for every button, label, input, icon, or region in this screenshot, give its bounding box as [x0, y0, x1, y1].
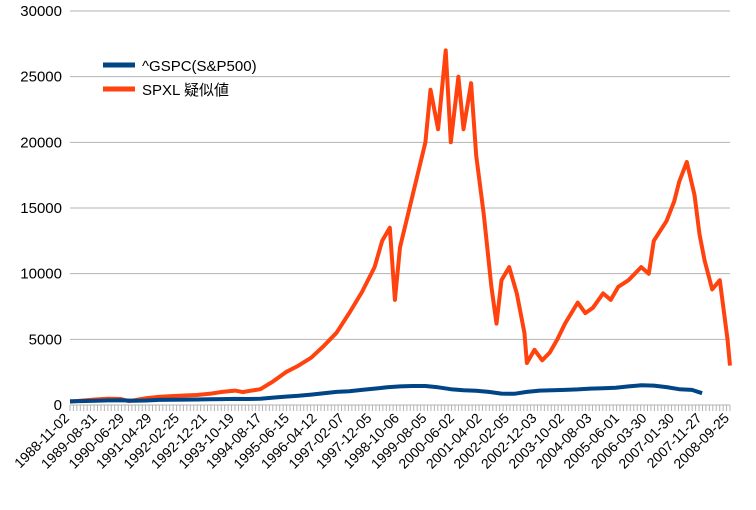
legend-label-gspc: ^GSPC(S&P500) — [142, 58, 257, 75]
series-lines — [69, 48, 732, 404]
y-tick-label: 25000 — [20, 69, 62, 86]
series-line-spxl — [69, 48, 732, 404]
y-tick-label: 5000 — [29, 331, 62, 348]
x-axis-tick-labels: 1988-11-021989-08-311990-06-291991-04-29… — [11, 410, 732, 472]
y-gridlines — [70, 10, 730, 406]
legend: ^GSPC(S&P500) SPXL 疑似値 — [103, 58, 257, 99]
y-tick-label: 0 — [54, 397, 62, 414]
y-tick-label: 10000 — [20, 266, 62, 283]
y-tick-label: 30000 — [20, 3, 62, 20]
series-line-gspc — [69, 383, 703, 404]
y-tick-label: 20000 — [20, 134, 62, 151]
x-axis — [69, 404, 731, 411]
y-tick-label: 15000 — [20, 200, 62, 217]
legend-label-spxl: SPXL 疑似値 — [142, 82, 229, 99]
y-axis-tick-labels: 0 5000 10000 15000 20000 25000 30000 — [20, 3, 62, 414]
